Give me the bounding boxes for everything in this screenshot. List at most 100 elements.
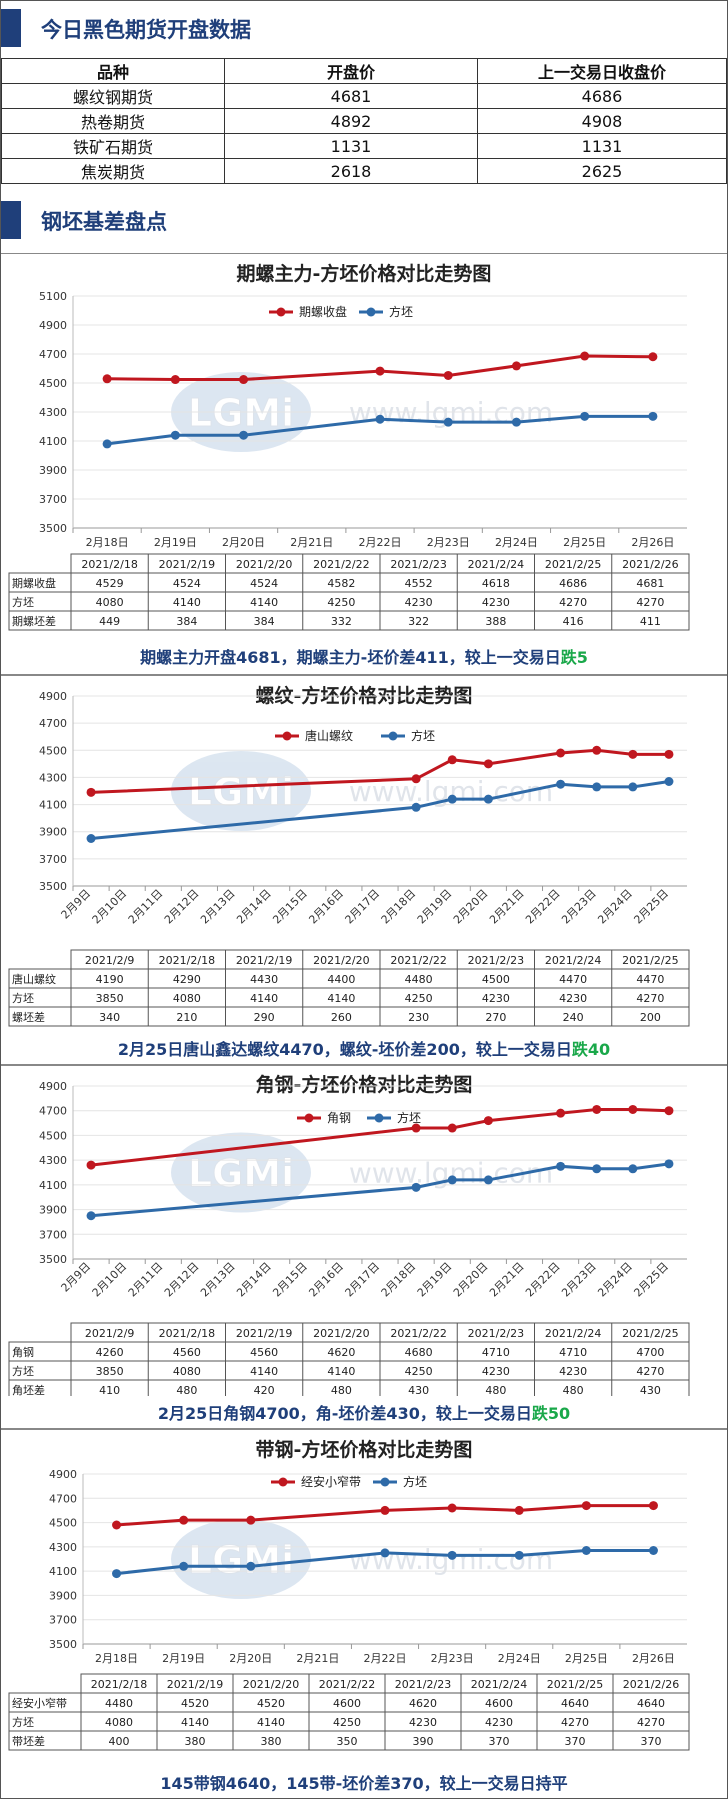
table-header-cell: 2021/2/24	[545, 954, 601, 967]
table-cell: 4230	[409, 1716, 437, 1729]
data-point	[628, 749, 638, 759]
table-cell: 4250	[405, 992, 433, 1005]
table-cell: 1131	[224, 133, 478, 159]
table-cell: 4681	[224, 83, 478, 109]
data-point	[86, 834, 96, 843]
table-cell: 4140	[250, 1365, 278, 1378]
table-cell: 340	[99, 1011, 120, 1024]
x-tick-label: 2月20日	[451, 887, 491, 927]
table-cell: 480	[176, 1384, 197, 1396]
table-cell: 4480	[405, 973, 433, 986]
data-point	[483, 1116, 493, 1126]
table-cell: 480	[563, 1384, 584, 1396]
data-point	[664, 1106, 674, 1116]
caption-text: 2月25日唐山鑫达螺纹4470，螺纹-坯价差200，较上一交易日	[117, 1040, 572, 1059]
data-point	[246, 1515, 256, 1525]
data-point	[514, 1505, 524, 1515]
table-header-cell: 2021/2/22	[313, 558, 369, 571]
table-cell: 4140	[327, 1365, 355, 1378]
table-cell: 4230	[559, 992, 587, 1005]
data-point	[648, 1501, 658, 1511]
legend-label: 经安小窄带	[301, 1474, 361, 1489]
table-row-label: 角坯差	[12, 1383, 45, 1396]
x-tick-label: 2月25日	[631, 887, 671, 927]
x-tick-label: 2月23日	[431, 1652, 474, 1665]
table-cell: 230	[408, 1011, 429, 1024]
caption-text: 期螺主力开盘4681，期螺主力-坯价差411，较上一交易日	[140, 648, 561, 667]
chart-rebar-vs-billet: LGMi www.lgmi.com螺纹-方坯价格对比走势图350037003900…	[8, 684, 690, 1027]
chart-panel-3: LGMi www.lgmi.com 角钢-方坯价格对比走势图 3500 3700 3900…	[1, 1065, 727, 1429]
table-cell: 4908	[477, 108, 727, 134]
y-tick-label: 3700	[39, 853, 67, 866]
legend-marker	[388, 731, 398, 741]
y-tick-label: 3700	[39, 1228, 67, 1241]
y-tick-label: 3900	[39, 464, 67, 477]
chart-caption: 2月25日唐山鑫达螺纹4470，螺纹-坯价差200，较上一交易日跌40	[1, 1036, 727, 1060]
table-cell: 370	[489, 1735, 510, 1748]
data-point	[239, 375, 249, 385]
table-header-cell: 2021/2/19	[236, 954, 292, 967]
table-header-cell: 2021/2/25	[547, 1678, 603, 1691]
table-cell: 4270	[637, 1716, 665, 1729]
table-cell: 290	[254, 1011, 275, 1024]
table-cell: 416	[563, 615, 584, 628]
data-point	[86, 1211, 96, 1221]
x-tick-label: 2月21日	[296, 1652, 339, 1665]
caption-change: 跌5	[560, 648, 588, 667]
table-cell: 4260	[96, 1346, 124, 1359]
table-cell: 4560	[250, 1346, 278, 1359]
table-header-cell: 2021/2/20	[313, 954, 369, 967]
x-tick-label: 2月22日	[359, 536, 402, 549]
y-tick-label: 3500	[39, 880, 67, 893]
column-header: 品种	[1, 58, 225, 84]
table-cell: 430	[640, 1384, 661, 1396]
chart-panel-1: LGMi www.lgmi.com 期螺主力-方坯价格对比走势图 3500 3700 39…	[1, 253, 727, 675]
x-tick-label: 2月23日	[427, 536, 470, 549]
data-point	[447, 794, 457, 804]
table-header-cell: 2021/2/22	[390, 954, 446, 967]
chart-angle-vs-billet: LGMi www.lgmi.com 角钢-方坯价格对比走势图 3500 3700 3900…	[8, 1073, 690, 1400]
watermark-logo-shape	[171, 1519, 311, 1599]
legend-marker	[278, 1477, 288, 1487]
x-tick-label: 2月23日	[559, 1260, 599, 1300]
data-point	[102, 374, 112, 384]
table-cell: 4270	[636, 992, 664, 1005]
data-point	[483, 759, 493, 769]
series-line-1	[90, 1162, 670, 1218]
table-row: 热卷期货 4892 4908	[1, 108, 727, 134]
table-row-label: 期螺坯差	[12, 614, 56, 628]
data-point	[580, 351, 590, 361]
table-cell: 1131	[477, 133, 727, 159]
table-cell: 480	[485, 1384, 506, 1396]
table-cell: 4250	[327, 596, 355, 609]
table-cell: 4686	[559, 577, 587, 590]
table-header-cell: 2021/2/19	[167, 1678, 223, 1691]
table-row-label: 经安小窄带	[12, 1696, 67, 1710]
table-cell: 4470	[636, 973, 664, 986]
data-point	[179, 1561, 189, 1571]
legend-marker	[374, 1113, 384, 1123]
data-point	[664, 1159, 674, 1169]
data-point	[581, 1546, 591, 1555]
section-title: 钢坯基差盘点	[41, 210, 167, 234]
table-cell: 热卷期货	[1, 108, 225, 134]
table-row: 螺纹钢期货 4681 4686	[1, 83, 727, 109]
y-tick-label: 3900	[39, 826, 67, 839]
legend-label: 期螺收盘	[299, 304, 347, 319]
series-line-0	[107, 354, 653, 382]
table-cell: 4230	[482, 1365, 510, 1378]
table-header-row: 品种 开盘价 上一交易日收盘价	[1, 58, 727, 84]
table-header-cell: 2021/2/9	[85, 954, 134, 967]
table-cell: 4400	[327, 973, 355, 986]
table-cell: 3850	[96, 1365, 124, 1378]
table-header-cell: 2021/2/22	[319, 1678, 375, 1691]
table-header-cell: 2021/2/23	[395, 1678, 451, 1691]
legend-label: 方坯	[397, 1110, 421, 1125]
table-cell: 4140	[173, 596, 201, 609]
x-tick-label: 2月17日	[343, 887, 383, 927]
data-point	[443, 417, 453, 427]
table-cell: 4270	[636, 1365, 664, 1378]
series-line-0	[90, 748, 669, 794]
data-point	[375, 414, 385, 424]
data-point	[447, 1123, 457, 1133]
